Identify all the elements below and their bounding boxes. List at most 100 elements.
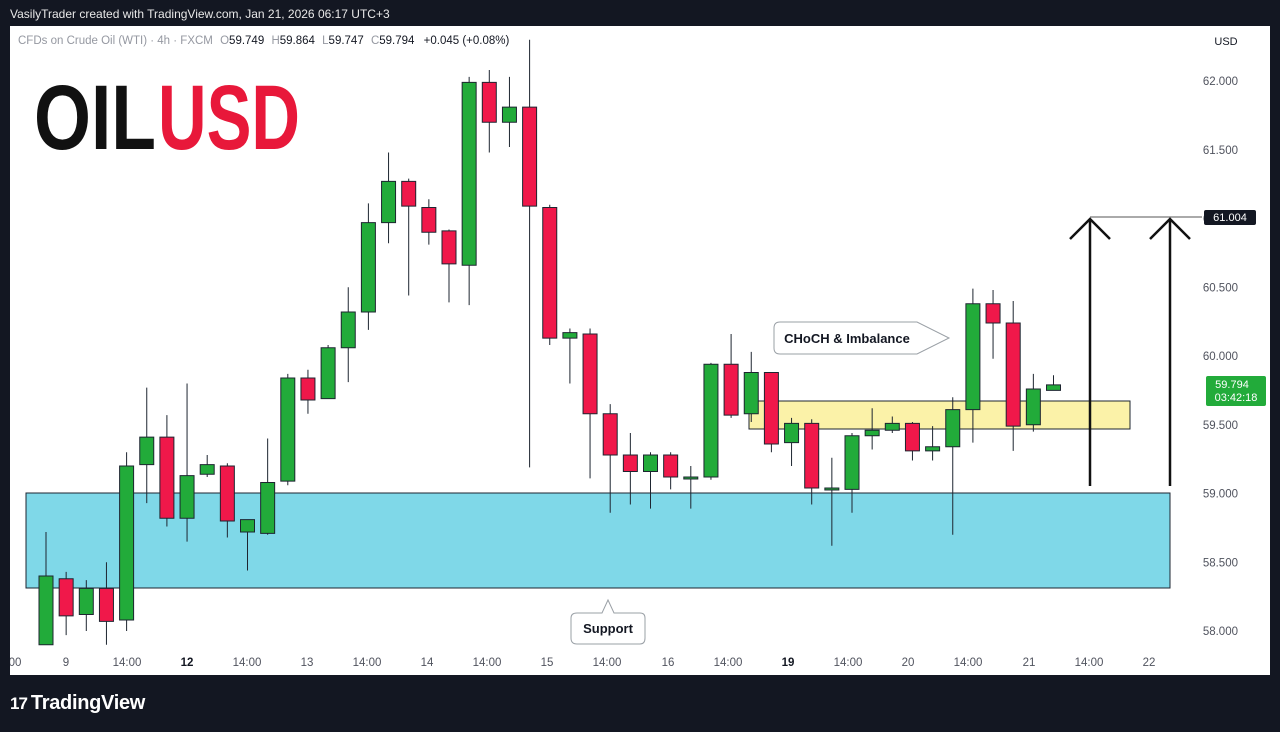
candle [260,438,276,535]
candle [844,433,860,513]
time-tick-label: 14:00 [714,657,743,669]
attribution-text: VasilyTrader created with TradingView.co… [10,7,390,21]
time-tick-label: 19 [782,657,795,669]
candle-body-up [824,487,840,491]
support-label: Support [583,621,633,636]
candle-body-down [481,81,497,123]
candle [643,452,658,509]
candle [501,76,517,147]
candle [945,397,961,535]
candle-body-up [884,422,900,431]
price-tick-label: 60.500 [1203,282,1238,294]
candle-body-down [663,454,679,478]
candle [602,404,618,513]
candle-body-down [441,230,457,265]
candle [240,519,255,571]
candle [320,345,336,400]
open-label: O [220,35,229,47]
time-tick-label: 9 [63,657,69,669]
candlestick-chart[interactable]: CFDs on Crude Oil (WTI) · 4h · FXCM O59.… [10,26,1270,675]
candle [743,351,759,422]
candle [723,334,739,418]
candle-body-up [784,422,800,444]
candle [703,362,719,480]
time-tick-label: 22 [1143,657,1156,669]
candle [179,383,195,542]
choch-callout[interactable]: CHoCH & Imbalance [773,321,951,355]
time-tick-label: 14:00 [1075,657,1104,669]
price-axis[interactable]: 62.00061.50061.00060.50060.00059.50059.0… [1203,76,1238,638]
candle-body-down [985,303,1001,324]
target-price-text: 61.004 [1213,212,1247,224]
candle-body-down [522,106,538,207]
support-zone [25,492,1171,589]
price-tick-label: 59.500 [1203,420,1238,432]
candle [1005,301,1021,451]
candle-body-down [723,363,739,416]
candle-body-up [360,222,376,313]
time-tick-label: 15 [541,657,554,669]
candle-body-down [622,454,638,472]
footer-bar [0,675,1280,732]
candle-body-down [98,587,114,622]
candle [300,369,316,414]
time-tick-label: 14:00 [834,657,863,669]
candle-body-down [904,422,920,452]
candle-body-up [844,435,860,490]
candle-body-down [401,180,417,207]
candle [441,229,457,303]
candle-body-down [804,422,820,489]
candle [38,532,54,646]
candle-body-up [199,464,215,475]
candle-body-down [219,465,235,522]
time-tick-label: 14:00 [593,657,622,669]
candle-body-up [179,475,195,519]
candle [622,433,638,505]
candle [58,571,74,636]
candle-body-up [965,303,981,411]
time-tick-label: 00 [10,657,21,669]
time-tick-label: 16 [662,657,675,669]
high-value: 59.864 [280,35,316,47]
time-tick-label: 14:00 [233,657,262,669]
candle [159,415,175,527]
candle [522,39,538,468]
tradingview-logo[interactable]: 17 TradingView [10,692,145,715]
time-tick-label: 14 [421,657,434,669]
candle [582,328,598,479]
candle [98,562,114,645]
currency-label[interactable]: USD [1214,36,1237,48]
candle-body-up [340,311,356,349]
candle-body-down [159,436,175,519]
candle-body-up [945,409,961,448]
close-label: C [371,35,379,47]
candle-body-up [38,575,54,646]
time-axis[interactable]: 00 9 14:00 12 14:00 13 14:00 14 14:00 15 14:00 16 14… [10,657,1155,669]
symbol-line: CFDs on Crude Oil (WTI) · 4h · FXCM O59.… [18,35,509,47]
current-price-text: 59.794 [1215,379,1249,391]
title-oil: OIL [34,67,156,169]
candle-body-up [260,482,276,534]
candle [481,70,497,153]
candle-body-up [280,377,296,482]
candle [360,203,376,330]
candle [78,580,94,631]
open-value: 59.749 [229,35,264,47]
candle-body-up [461,81,477,266]
candle-body-down [542,207,558,339]
candle [340,287,356,383]
current-price-tag: 59.794 03:42:18 [1206,376,1266,406]
candle-body-up [562,332,578,339]
candle-body-up [1025,388,1041,426]
title-usd: USD [158,67,300,169]
candle [401,178,417,296]
candle-body-up [864,429,880,437]
candle [784,417,800,466]
candle-body-up [643,454,658,472]
candle-body-down [602,413,618,456]
support-callout[interactable]: Support [570,598,646,645]
time-tick-label: 14:00 [353,657,382,669]
candle-body-up [119,465,135,621]
candle [1025,373,1041,432]
low-label: L [322,35,329,47]
